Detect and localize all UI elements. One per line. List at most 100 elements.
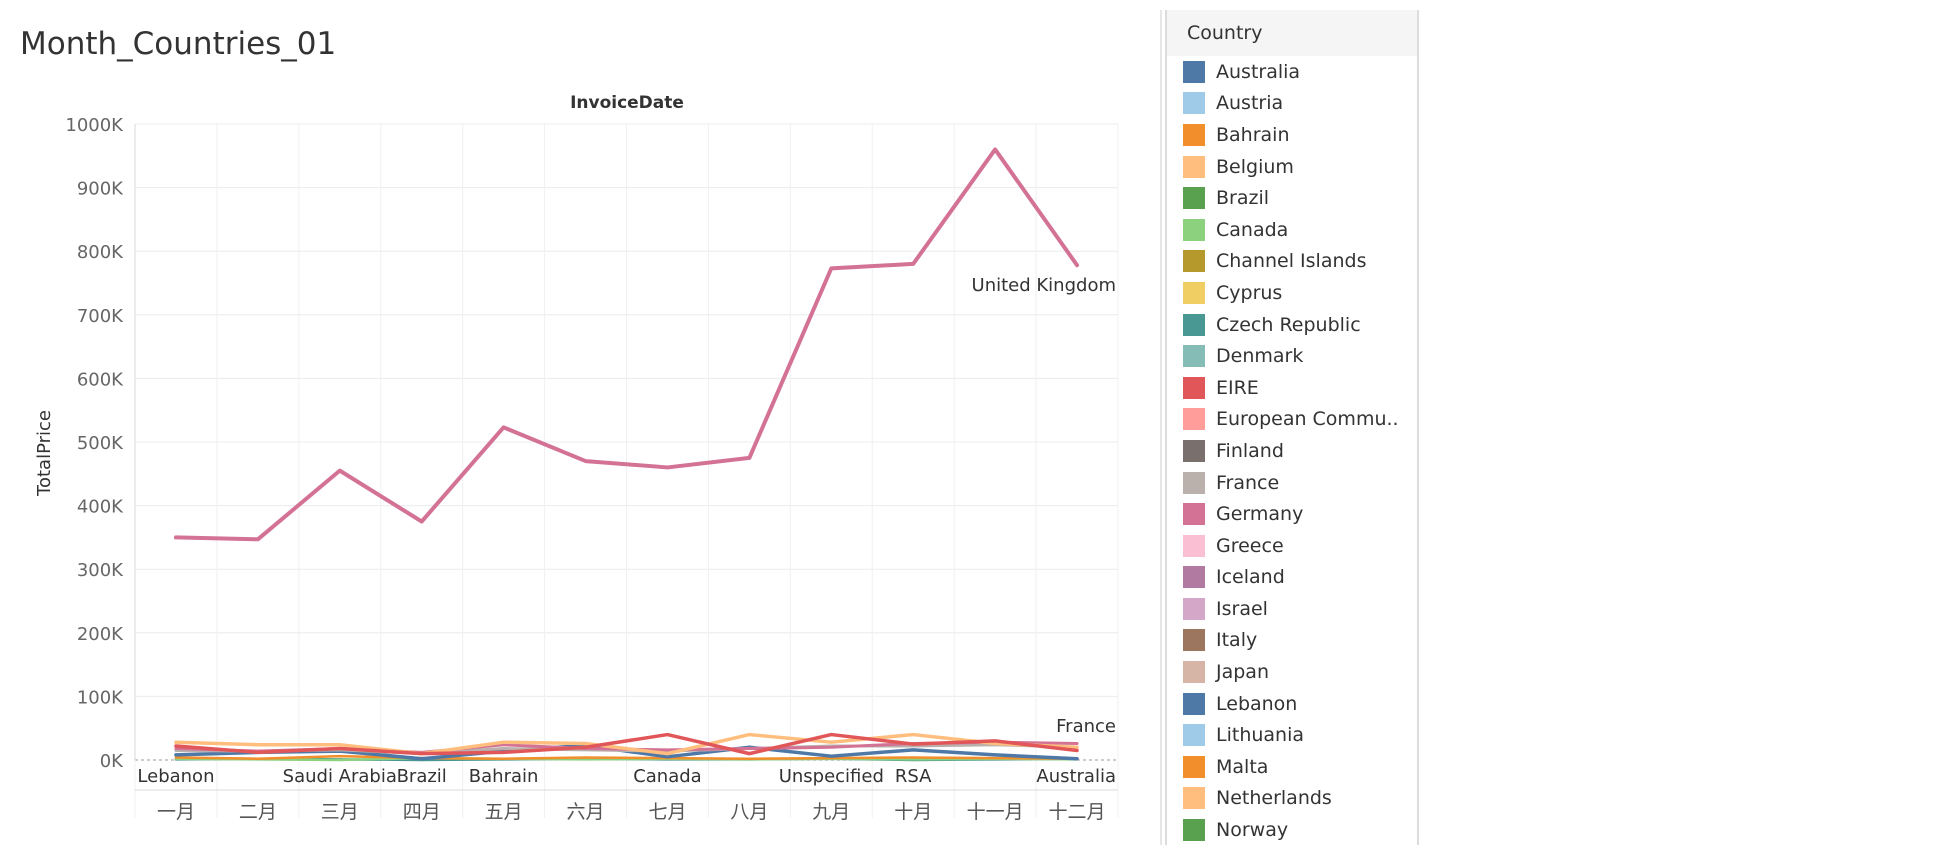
data-point: [830, 754, 833, 758]
series-line-netherlands[interactable]: [174, 732, 1079, 756]
legend-item[interactable]: Bahrain: [1167, 119, 1417, 151]
legend-item[interactable]: Denmark: [1167, 340, 1417, 372]
x-tick-label: 四月: [403, 801, 441, 823]
legend-item[interactable]: Lebanon: [1167, 688, 1417, 720]
legend-item[interactable]: Netherlands: [1167, 783, 1417, 815]
chart-title: InvoiceDate: [570, 93, 684, 113]
y-tick-label: 100K: [77, 687, 124, 708]
y-tick-label: 500K: [77, 433, 124, 454]
legend-item[interactable]: European Commu..: [1167, 404, 1417, 436]
data-point: [584, 459, 587, 463]
x-tick-label: 五月: [485, 801, 523, 823]
legend-item[interactable]: Cyprus: [1167, 277, 1417, 309]
series-line-bahrain[interactable]: [174, 754, 1079, 760]
mark-label: RSA: [895, 766, 932, 787]
legend-item[interactable]: Brazil: [1167, 182, 1417, 214]
legend-label: Austria: [1216, 92, 1284, 115]
x-tick-label: 九月: [812, 801, 850, 823]
series-line-united-kingdom[interactable]: [173, 147, 1080, 542]
legend-label: Bahrain: [1216, 123, 1290, 146]
legend-label: Cyprus: [1216, 281, 1283, 304]
mark-label: United Kingdom: [972, 275, 1116, 296]
legend-item[interactable]: Malta: [1167, 751, 1417, 783]
data-point: [912, 758, 915, 761]
data-point: [1075, 263, 1079, 267]
data-point: [1075, 757, 1079, 760]
y-tick-label: 0K: [100, 751, 124, 772]
mark-label: Lebanon: [137, 766, 214, 787]
data-point: [256, 757, 260, 760]
mark-label: Bahrain: [469, 766, 539, 787]
legend-label: Canada: [1216, 218, 1289, 241]
legend-label: Czech Republic: [1216, 313, 1361, 336]
data-point: [993, 739, 997, 743]
series-line-canada[interactable]: [174, 756, 1079, 762]
legend-label: France: [1216, 471, 1280, 494]
legend-item[interactable]: Norway: [1167, 814, 1417, 845]
mark-label: Australia: [1036, 766, 1116, 787]
legend-label: Italy: [1216, 629, 1258, 652]
legend-item[interactable]: France: [1167, 467, 1417, 499]
legend-swatch: [1183, 92, 1205, 115]
data-point: [420, 752, 423, 755]
legend-swatch: [1183, 345, 1205, 368]
legend-label: Greece: [1216, 534, 1284, 557]
series-line-eire[interactable]: [174, 732, 1079, 756]
page-title: Month_Countries_01: [20, 26, 337, 62]
data-point: [502, 751, 505, 754]
legend-item[interactable]: Czech Republic: [1167, 309, 1417, 341]
data-point: [502, 426, 505, 429]
legend-item[interactable]: Israel: [1167, 593, 1417, 625]
legend-swatch: [1183, 819, 1205, 842]
data-point: [174, 747, 178, 750]
legend-item[interactable]: Greece: [1167, 530, 1417, 562]
line-chart: InvoiceDate TotalPrice 0K 100K 200K 300K 400…: [34, 93, 1119, 823]
data-point: [1075, 749, 1079, 752]
x-tick-label: 十一月: [967, 801, 1024, 823]
data-point: [666, 755, 669, 759]
data-point: [420, 757, 423, 760]
legend-item[interactable]: Belgium: [1167, 151, 1417, 183]
data-point: [666, 752, 669, 755]
legend-item[interactable]: Channel Islands: [1167, 246, 1417, 278]
data-point: [912, 748, 915, 752]
data-point: [1075, 742, 1079, 745]
legend-item[interactable]: Lithuania: [1167, 719, 1417, 751]
legend-label: Finland: [1216, 439, 1284, 462]
x-tick-label: 十月: [894, 801, 932, 823]
data-point: [830, 746, 833, 749]
legend-item[interactable]: EIRE: [1167, 372, 1417, 404]
legend-item[interactable]: Canada: [1167, 214, 1417, 246]
legend-label: Iceland: [1216, 566, 1285, 589]
data-point: [912, 262, 915, 266]
legend-swatch: [1183, 218, 1205, 241]
legend-item[interactable]: Finland: [1167, 435, 1417, 467]
data-point: [338, 743, 341, 746]
legend-swatch: [1183, 250, 1205, 273]
color-legend[interactable]: Country Australia Austria Bahrain Belgium Br…: [1165, 10, 1419, 845]
data-point: [174, 756, 178, 759]
data-point: [912, 756, 915, 759]
data-point: [748, 757, 751, 760]
mark-label: Canada: [633, 766, 702, 787]
data-point: [584, 742, 587, 745]
legend-item[interactable]: Austria: [1167, 88, 1417, 120]
x-tick-label: 二月: [239, 801, 277, 823]
data-point: [830, 267, 833, 270]
data-point: [338, 754, 341, 758]
data-point: [256, 743, 260, 746]
mark-label: Brazil: [397, 766, 447, 787]
legend-item[interactable]: Australia: [1167, 56, 1417, 88]
y-tick-label: 1000K: [65, 115, 124, 136]
x-tick-label: 八月: [730, 801, 768, 823]
data-point: [174, 536, 178, 539]
legend-item[interactable]: Italy: [1167, 625, 1417, 657]
legend-item[interactable]: Germany: [1167, 498, 1417, 530]
data-point: [748, 747, 751, 750]
legend-item[interactable]: Iceland: [1167, 562, 1417, 594]
data-point: [993, 148, 997, 151]
legend-label: Belgium: [1216, 155, 1294, 178]
legend-swatch: [1183, 597, 1205, 620]
data-point: [912, 742, 915, 746]
legend-item[interactable]: Japan: [1167, 656, 1417, 688]
